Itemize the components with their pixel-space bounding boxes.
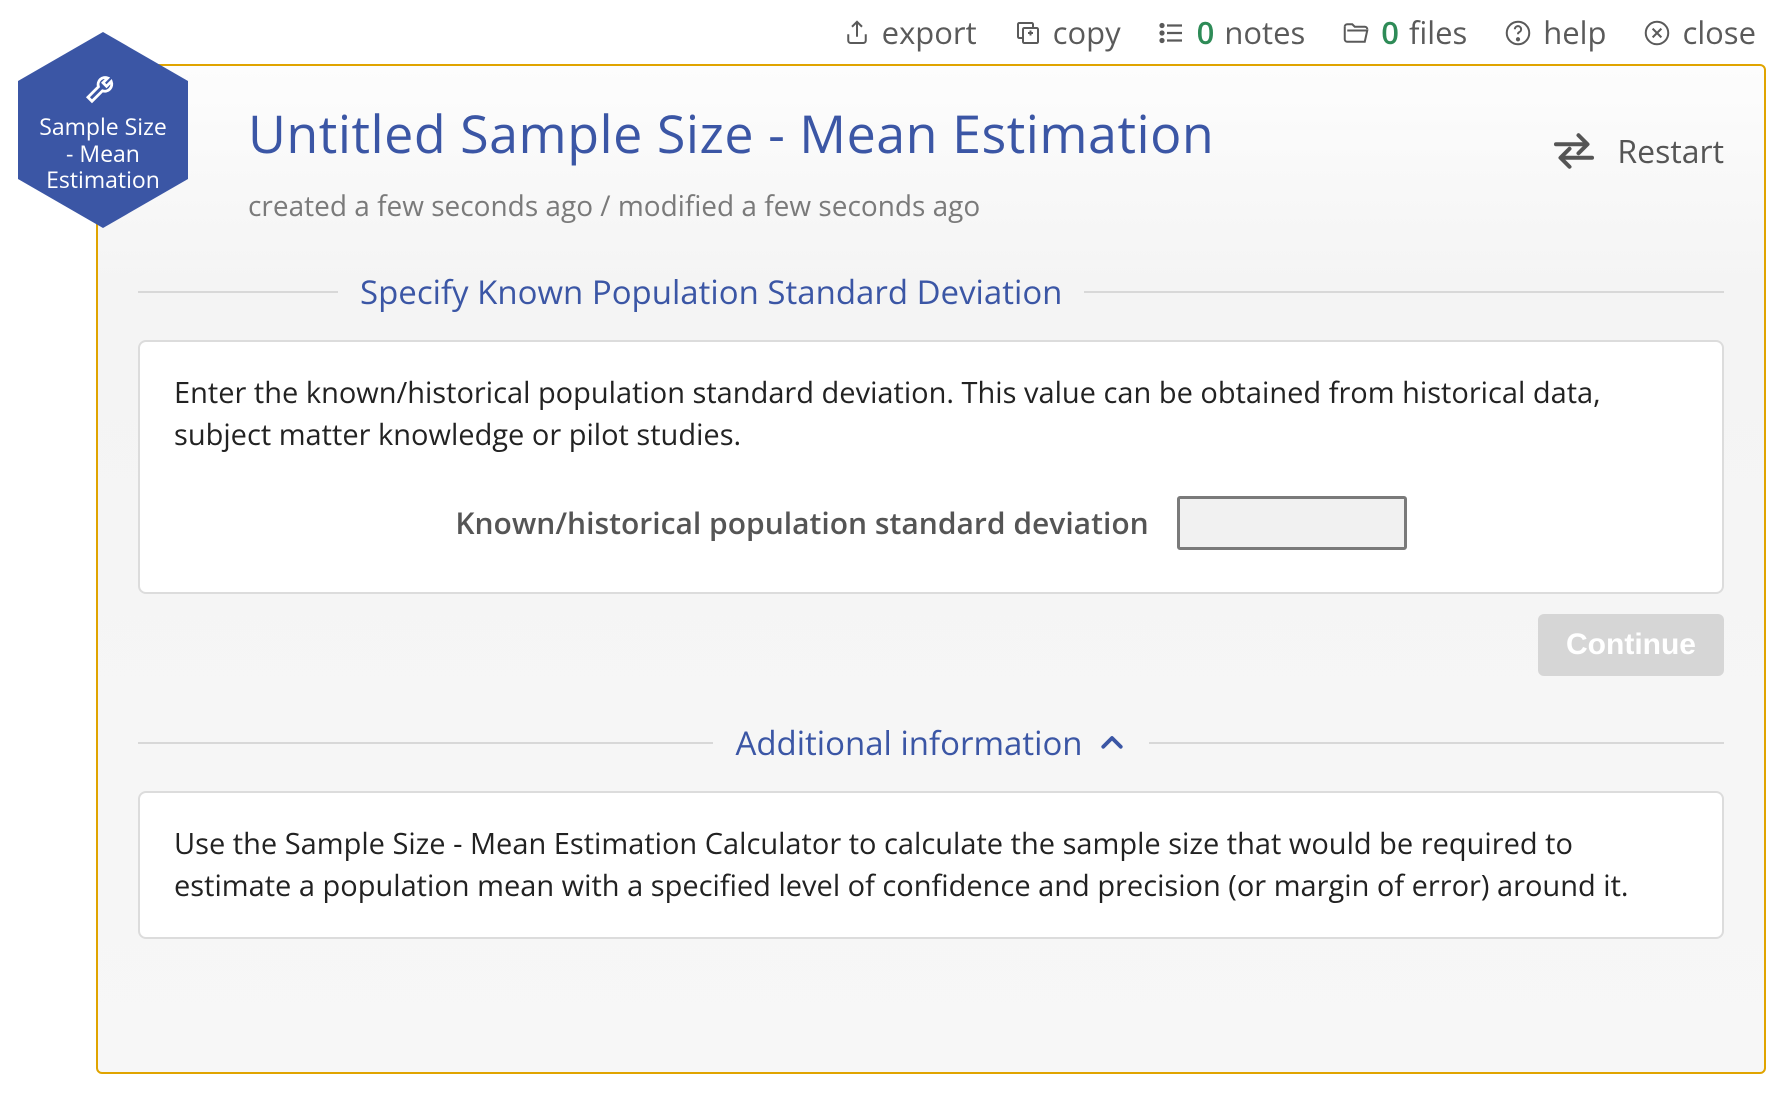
close-button[interactable]: close bbox=[1642, 12, 1756, 54]
badge-line-1: Sample Size bbox=[39, 113, 167, 139]
main-panel: Untitled Sample Size - Mean Estimation c… bbox=[96, 64, 1766, 1074]
copy-label: copy bbox=[1053, 12, 1121, 54]
close-label: close bbox=[1682, 12, 1756, 54]
section-heading-additional[interactable]: Additional information bbox=[138, 720, 1724, 765]
copy-icon bbox=[1013, 18, 1043, 48]
chevron-up-icon bbox=[1097, 728, 1127, 758]
export-label: export bbox=[882, 12, 977, 54]
page-subtitle: created a few seconds ago / modified a f… bbox=[248, 187, 1214, 225]
top-toolbar: export copy 0 notes 0 file bbox=[16, 8, 1776, 64]
help-button[interactable]: help bbox=[1503, 12, 1606, 54]
files-button[interactable]: 0 files bbox=[1341, 12, 1467, 54]
restart-icon bbox=[1547, 124, 1601, 178]
help-icon bbox=[1503, 18, 1533, 48]
restart-button[interactable]: Restart bbox=[1547, 124, 1724, 178]
section-heading-std-dev: Specify Known Population Standard Deviat… bbox=[138, 269, 1724, 314]
section-heading-std-dev-label: Specify Known Population Standard Deviat… bbox=[360, 269, 1062, 314]
additional-info-text: Use the Sample Size - Mean Estimation Ca… bbox=[174, 823, 1688, 907]
badge-line-3: Estimation bbox=[39, 166, 167, 192]
page-title: Untitled Sample Size - Mean Estimation bbox=[248, 98, 1214, 169]
export-button[interactable]: export bbox=[842, 12, 977, 54]
section-heading-additional-label: Additional information bbox=[735, 720, 1082, 765]
additional-info-card: Use the Sample Size - Mean Estimation Ca… bbox=[138, 791, 1724, 939]
export-icon bbox=[842, 18, 872, 48]
restart-label: Restart bbox=[1617, 130, 1724, 173]
files-count: 0 bbox=[1381, 12, 1399, 54]
module-badge: Sample Size - Mean Estimation bbox=[18, 32, 188, 228]
help-label: help bbox=[1543, 12, 1606, 54]
files-icon bbox=[1341, 18, 1371, 48]
copy-button[interactable]: copy bbox=[1013, 12, 1121, 54]
std-dev-instructions: Enter the known/historical population st… bbox=[174, 372, 1688, 456]
continue-button[interactable]: Continue bbox=[1538, 614, 1724, 676]
std-dev-input[interactable] bbox=[1177, 496, 1407, 550]
std-dev-card: Enter the known/historical population st… bbox=[138, 340, 1724, 594]
files-label: files bbox=[1409, 12, 1467, 54]
notes-button[interactable]: 0 notes bbox=[1157, 12, 1306, 54]
notes-count: 0 bbox=[1197, 12, 1215, 54]
std-dev-field-label: Known/historical population standard dev… bbox=[455, 501, 1148, 545]
close-icon bbox=[1642, 18, 1672, 48]
notes-label: notes bbox=[1224, 12, 1305, 54]
notes-icon bbox=[1157, 18, 1187, 48]
wrench-icon bbox=[82, 67, 124, 109]
